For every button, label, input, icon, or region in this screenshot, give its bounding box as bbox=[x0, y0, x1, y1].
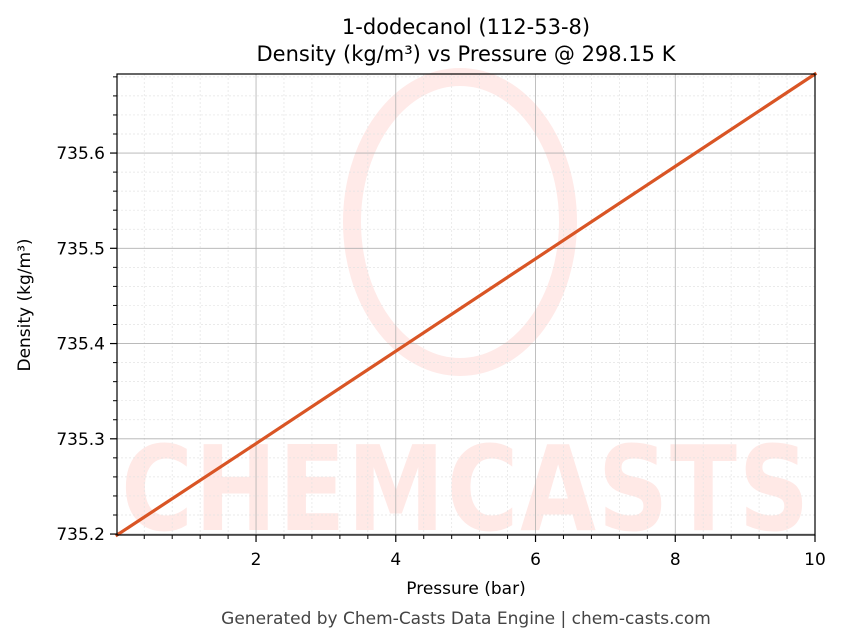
x-tick-label: 8 bbox=[670, 550, 681, 570]
y-tick-label: 735.4 bbox=[56, 335, 105, 355]
y-tick-label: 735.3 bbox=[56, 430, 105, 450]
y-axis: 735.2 735.3 735.4 735.5 735.6 bbox=[56, 76, 117, 545]
chart-title: 1-dodecanol (112-53-8) bbox=[342, 15, 590, 39]
series-line bbox=[114, 71, 818, 538]
x-tick-label: 10 bbox=[804, 550, 826, 570]
y-tick-label: 735.2 bbox=[56, 525, 105, 545]
x-tick-label: 4 bbox=[390, 550, 401, 570]
footer-credit: Generated by Chem-Casts Data Engine | ch… bbox=[221, 609, 711, 629]
y-axis-label: Density (kg/m³) bbox=[15, 238, 35, 371]
x-tick-label: 6 bbox=[530, 550, 541, 570]
plot-frame bbox=[116, 73, 816, 536]
y-tick-label: 735.6 bbox=[56, 144, 105, 164]
chart-subtitle: Density (kg/m³) vs Pressure @ 298.15 K bbox=[256, 42, 676, 66]
x-axis: 2 4 6 8 10 bbox=[143, 535, 826, 570]
series-layer bbox=[114, 71, 818, 538]
y-tick-label: 735.5 bbox=[56, 239, 105, 259]
x-axis-label: Pressure (bar) bbox=[406, 579, 525, 599]
grid-minor bbox=[117, 74, 815, 535]
watermark-logo-icon bbox=[343, 68, 577, 376]
watermark-text: CHEMCASTS bbox=[121, 420, 811, 558]
x-tick-label: 2 bbox=[251, 550, 262, 570]
